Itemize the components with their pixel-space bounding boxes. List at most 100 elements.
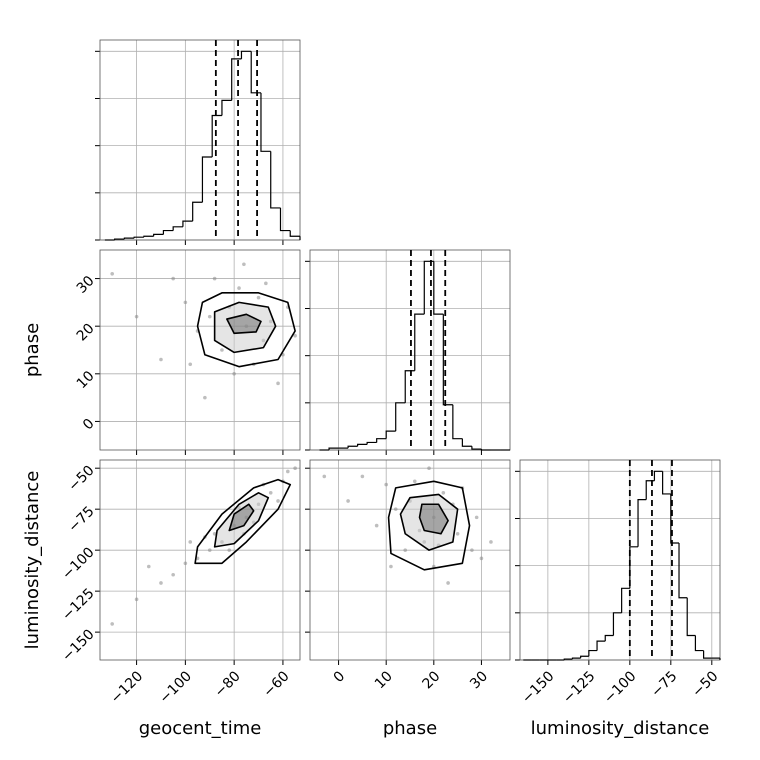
axes-frame bbox=[309, 459, 511, 661]
histogram-step bbox=[480, 449, 491, 451]
sample-point bbox=[393, 507, 398, 511]
histogram-step bbox=[604, 634, 614, 642]
histogram-step bbox=[182, 220, 193, 227]
histogram-step bbox=[347, 445, 358, 449]
sample-point bbox=[293, 466, 297, 470]
density-contour bbox=[387, 480, 471, 571]
axes-frame bbox=[99, 39, 301, 241]
y-tick-label: 0 bbox=[80, 416, 98, 434]
sample-point bbox=[110, 272, 114, 276]
sample-point bbox=[220, 348, 224, 352]
histogram-step bbox=[270, 151, 281, 209]
histogram-step bbox=[201, 156, 213, 203]
histogram-step bbox=[645, 480, 655, 500]
sample-point bbox=[188, 540, 193, 544]
y-tick-label: −50 bbox=[65, 463, 97, 495]
y-tick-label: −150 bbox=[59, 626, 98, 665]
histogram-step bbox=[260, 92, 271, 152]
histogram-step bbox=[621, 587, 630, 613]
histogram-step bbox=[328, 447, 339, 450]
histogram-step bbox=[461, 438, 472, 447]
x-tick-label: −50 bbox=[689, 668, 721, 700]
x-tick-label: 10 bbox=[372, 668, 396, 692]
histogram-step bbox=[452, 404, 463, 440]
sample-point bbox=[212, 276, 217, 281]
histogram-step bbox=[133, 236, 144, 239]
density-contour bbox=[196, 292, 296, 368]
x-tick-label: −100 bbox=[601, 668, 640, 707]
density-contour bbox=[418, 503, 449, 535]
histogram-step bbox=[588, 649, 598, 657]
histogram-step bbox=[414, 313, 425, 371]
sample-point bbox=[242, 262, 246, 267]
y-tick-label: −100 bbox=[59, 545, 98, 584]
histogram-step bbox=[395, 402, 406, 432]
histogram-step bbox=[612, 612, 622, 636]
histogram-step bbox=[571, 657, 581, 660]
sample-point bbox=[232, 372, 236, 376]
histogram-step bbox=[678, 543, 688, 599]
axes-frame bbox=[519, 459, 721, 661]
x-tick-label: −75 bbox=[648, 668, 680, 700]
histogram-step bbox=[279, 207, 291, 232]
histogram-step bbox=[637, 499, 647, 547]
sample-point bbox=[427, 466, 431, 470]
x-tick-label: −125 bbox=[560, 668, 599, 707]
histogram-step bbox=[433, 261, 444, 315]
histogram-step bbox=[240, 50, 252, 59]
sample-point bbox=[322, 474, 327, 479]
sample-point bbox=[227, 548, 232, 552]
histogram-step bbox=[385, 430, 396, 439]
histogram-step bbox=[114, 238, 125, 240]
sample-point bbox=[441, 490, 446, 495]
density-contour bbox=[226, 313, 262, 335]
histogram-step bbox=[686, 597, 696, 637]
sample-point bbox=[276, 381, 280, 386]
histogram-step bbox=[123, 237, 135, 240]
sample-point bbox=[237, 286, 241, 290]
x-axis-label: luminosity_distance bbox=[531, 718, 710, 739]
sample-point bbox=[374, 523, 379, 528]
sample-point bbox=[134, 597, 139, 602]
density-contour bbox=[228, 503, 255, 532]
histogram-step bbox=[211, 114, 222, 157]
y-tick-label: −75 bbox=[65, 504, 97, 536]
sample-point bbox=[183, 300, 188, 305]
histogram-step bbox=[172, 226, 183, 231]
histogram-step bbox=[153, 233, 164, 237]
histogram-step bbox=[703, 650, 712, 659]
x-tick-label: 0 bbox=[331, 668, 349, 686]
sample-point bbox=[171, 572, 175, 577]
sample-point bbox=[212, 531, 217, 536]
x-tick-label: −150 bbox=[519, 668, 558, 707]
x-axis-label: geocent_time bbox=[139, 718, 262, 739]
sample-point bbox=[188, 362, 193, 367]
sample-point bbox=[360, 474, 365, 479]
sample-point bbox=[207, 314, 212, 319]
sample-point bbox=[159, 581, 163, 585]
histogram-step bbox=[143, 235, 154, 238]
sample-point bbox=[183, 561, 188, 566]
histogram-step bbox=[404, 370, 415, 403]
sample-point bbox=[268, 490, 273, 495]
sample-point bbox=[276, 499, 280, 503]
x-tick-label: −60 bbox=[260, 668, 292, 700]
histogram-step bbox=[694, 635, 704, 652]
histogram-step bbox=[366, 441, 377, 445]
histogram-step bbox=[357, 443, 368, 447]
sample-point bbox=[489, 540, 493, 544]
y-tick-label: 30 bbox=[74, 273, 98, 297]
histogram-step bbox=[653, 470, 663, 481]
sample-point bbox=[110, 622, 114, 626]
histogram-step bbox=[662, 471, 671, 495]
sample-point bbox=[474, 515, 479, 520]
sample-point bbox=[134, 314, 139, 319]
histogram-step bbox=[221, 99, 232, 116]
histogram-step bbox=[423, 260, 434, 315]
sample-point bbox=[146, 564, 151, 569]
histogram-step bbox=[376, 438, 387, 443]
y-tick-label: 10 bbox=[74, 368, 98, 392]
density-contour bbox=[194, 478, 292, 565]
sample-point bbox=[403, 548, 408, 552]
